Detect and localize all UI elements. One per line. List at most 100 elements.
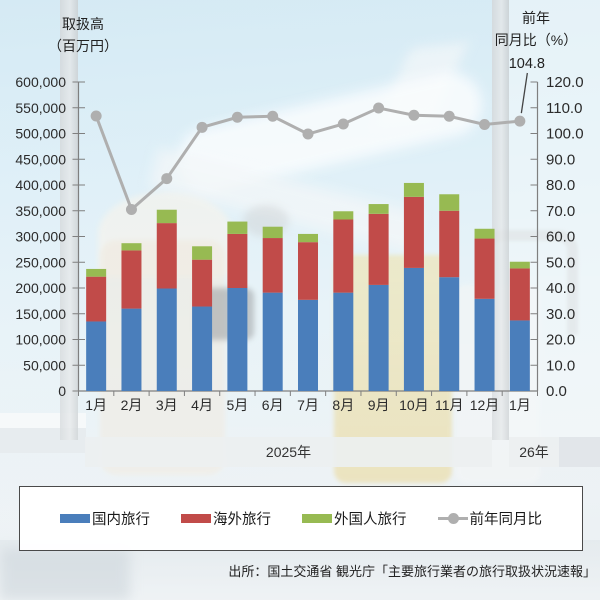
right-axis-tick-label: 110.0 bbox=[546, 100, 582, 117]
right-axis-title: 前年 同月比（%） bbox=[486, 7, 586, 51]
right-axis-title-line1: 前年 bbox=[522, 10, 550, 26]
left-axis-tick-label: 200,000 bbox=[15, 280, 66, 296]
domestic-swatch-icon bbox=[60, 514, 90, 523]
bar-segment bbox=[227, 233, 248, 288]
left-axis-title-line2: （百万円） bbox=[48, 38, 118, 54]
x-axis-month-label: 5月 bbox=[226, 397, 248, 413]
chart-legend: 国内旅行 海外旅行 外国人旅行 前年同月比 bbox=[19, 486, 583, 551]
bar-segment bbox=[121, 308, 142, 391]
yoy-line-marker bbox=[337, 118, 349, 130]
bar-segment bbox=[333, 211, 354, 220]
yoy-line-marker bbox=[267, 110, 279, 122]
bar-segment bbox=[474, 228, 495, 239]
yoy-line-marker bbox=[90, 110, 102, 122]
yoy-line-marker bbox=[161, 173, 173, 185]
bar-segment bbox=[262, 226, 283, 239]
bar-segment bbox=[121, 250, 142, 309]
bar-segment bbox=[509, 261, 530, 269]
legend-item-inbound: 外国人旅行 bbox=[302, 508, 407, 529]
bar-segment bbox=[403, 182, 424, 197]
overseas-swatch-icon bbox=[181, 514, 211, 523]
bar-segment bbox=[192, 259, 213, 307]
bar-segment bbox=[368, 204, 389, 214]
legend-label-domestic: 国内旅行 bbox=[92, 512, 150, 528]
bar-segment bbox=[86, 268, 107, 277]
bar-segment bbox=[192, 246, 213, 260]
x-axis-month-label: 4月 bbox=[191, 397, 213, 413]
right-axis-tick-label: 100.0 bbox=[546, 126, 584, 143]
window-mullion-right bbox=[492, 0, 509, 440]
left-axis-tick-label: 50,000 bbox=[23, 357, 66, 373]
annotation-value-label: 104.8 bbox=[509, 56, 545, 72]
x-axis-month-label: 2月 bbox=[121, 397, 143, 413]
bar-segment bbox=[227, 221, 248, 234]
left-axis-tick-label: 100,000 bbox=[15, 332, 66, 348]
x-axis-month-label: 6月 bbox=[262, 397, 284, 413]
right-axis-tick-label: 40.0 bbox=[546, 280, 575, 297]
x-axis-month-label: 7月 bbox=[297, 397, 319, 413]
floor-shadow bbox=[0, 548, 130, 600]
bar-segment bbox=[403, 196, 424, 268]
bar-segment bbox=[192, 306, 213, 391]
left-axis-tick-label: 450,000 bbox=[15, 151, 66, 167]
bar-segment bbox=[333, 219, 354, 293]
bar-segment bbox=[156, 288, 177, 391]
right-axis-tick-label: 80.0 bbox=[546, 177, 575, 194]
legend-item-yoy: 前年同月比 bbox=[437, 508, 543, 529]
right-axis-tick-label: 0.0 bbox=[546, 383, 567, 400]
left-axis-tick-label: 150,000 bbox=[15, 306, 66, 322]
x-axis-month-label: 1月 bbox=[85, 397, 107, 413]
left-axis-tick-label: 350,000 bbox=[15, 203, 66, 219]
bar-segment bbox=[368, 284, 389, 391]
bar-segment bbox=[474, 298, 495, 391]
bar-segment bbox=[439, 277, 460, 391]
year-band-2025: 2025年 bbox=[85, 437, 492, 467]
left-axis-tick-label: 0 bbox=[58, 383, 66, 399]
right-axis-tick-label: 10.0 bbox=[546, 357, 575, 374]
bar-segment bbox=[298, 242, 318, 300]
left-axis-tick-label: 400,000 bbox=[15, 177, 66, 193]
left-axis-tick-label: 250,000 bbox=[15, 254, 66, 270]
year-label-26: 26年 bbox=[519, 444, 549, 460]
right-axis-tick-label: 70.0 bbox=[546, 203, 575, 220]
right-axis-tick-label: 90.0 bbox=[546, 151, 575, 168]
left-axis-tick-label: 600,000 bbox=[15, 74, 66, 90]
bar-segment bbox=[262, 238, 283, 293]
bar-segment bbox=[298, 299, 318, 391]
x-axis-month-label: 11月 bbox=[435, 397, 464, 413]
yoy-line-marker bbox=[514, 115, 526, 127]
yoy-line-marker bbox=[196, 121, 208, 133]
legend-label-yoy: 前年同月比 bbox=[469, 512, 543, 528]
left-axis-title-line1: 取扱高 bbox=[62, 16, 104, 32]
bar-segment bbox=[227, 288, 248, 391]
x-axis-month-label: 9月 bbox=[368, 397, 390, 413]
bar-segment bbox=[333, 292, 354, 391]
bar-segment bbox=[509, 320, 530, 391]
bar-segment bbox=[262, 292, 283, 391]
yoy-line-marker bbox=[373, 102, 385, 114]
year-band-26: 26年 bbox=[509, 437, 559, 467]
yoy-line-marker bbox=[125, 203, 137, 215]
legend-item-domestic: 国内旅行 bbox=[60, 508, 150, 529]
right-axis-tick-label: 20.0 bbox=[546, 332, 575, 349]
bar-segment bbox=[368, 213, 389, 285]
legend-label-inbound: 外国人旅行 bbox=[334, 512, 407, 528]
yoy-line-marker bbox=[302, 128, 314, 140]
bar-segment bbox=[298, 233, 318, 243]
inbound-swatch-icon bbox=[302, 514, 332, 523]
year-band-filler bbox=[559, 437, 600, 467]
yoy-line bbox=[94, 106, 520, 213]
bar-segment bbox=[403, 267, 424, 391]
left-axis-tick-label: 550,000 bbox=[15, 100, 66, 116]
bar-segment bbox=[439, 194, 460, 211]
right-axis-tick-label: 60.0 bbox=[546, 229, 575, 246]
year-label-2025: 2025年 bbox=[265, 444, 312, 460]
bar-segment bbox=[156, 209, 177, 224]
x-axis-month-label: 10月 bbox=[399, 397, 429, 413]
right-axis-tick-label: 120.0 bbox=[546, 74, 584, 91]
yoy-line-swatch-icon bbox=[437, 513, 468, 524]
legend-item-overseas: 海外旅行 bbox=[181, 508, 271, 529]
yoy-line-marker bbox=[479, 118, 491, 130]
x-axis-month-label: 3月 bbox=[156, 397, 178, 413]
right-axis-tick-label: 50.0 bbox=[546, 254, 575, 271]
